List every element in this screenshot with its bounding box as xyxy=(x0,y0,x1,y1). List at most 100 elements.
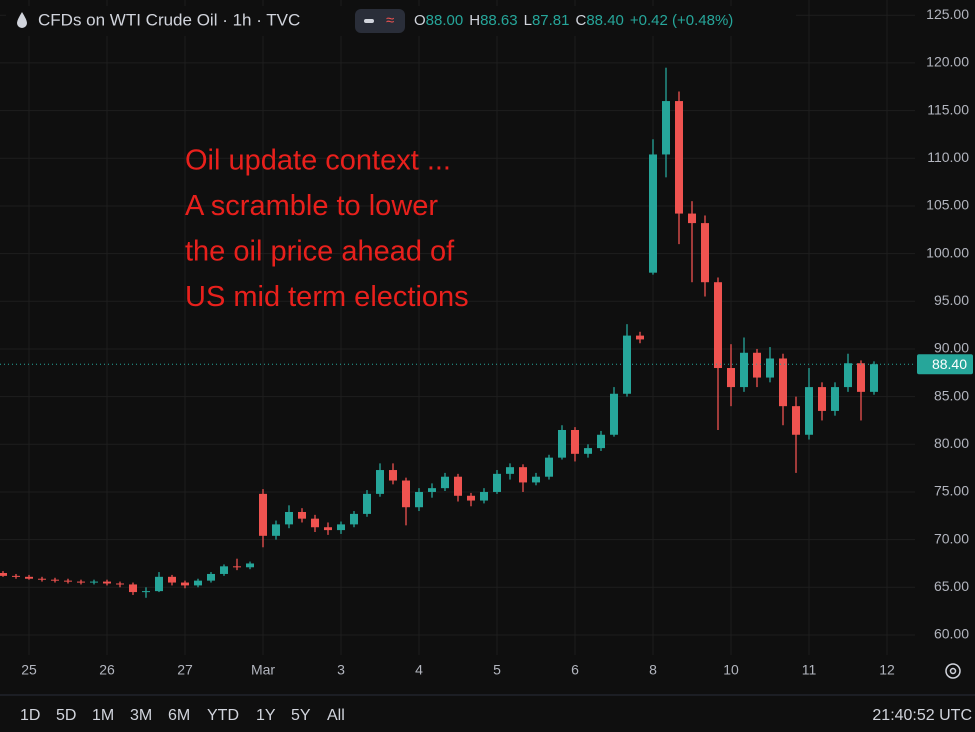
candle-body xyxy=(792,406,800,435)
candle-body xyxy=(428,488,436,492)
candle-body xyxy=(220,566,228,574)
timeframe-button[interactable]: 3M xyxy=(130,707,152,724)
last-price-label: 88.40 xyxy=(932,356,967,372)
x-tick-label: 4 xyxy=(415,662,423,678)
candle-body xyxy=(103,581,111,584)
annotation: Oil update context ... A scramble to lowe… xyxy=(185,145,469,314)
candle-body xyxy=(272,524,280,536)
ohlc-value: 88.63 xyxy=(480,12,518,29)
candle-body xyxy=(662,101,670,155)
y-tick-label: 105.00 xyxy=(926,197,969,213)
y-tick-label: 90.00 xyxy=(934,340,969,356)
candle-body xyxy=(285,511,293,525)
candle-body xyxy=(545,457,553,477)
annotation-line: Oil update context ... xyxy=(185,145,451,177)
timeframe-button[interactable]: 6M xyxy=(168,707,190,724)
ohlc: O88.00 H88.63 L87.81 C88.40 +0.42 (+0.48%) xyxy=(414,12,733,29)
candle-body xyxy=(857,363,865,392)
candle-body xyxy=(740,352,748,388)
candle-body xyxy=(402,480,410,508)
candle-body xyxy=(753,352,761,378)
candle-body xyxy=(766,358,774,378)
candle-body xyxy=(532,476,540,483)
candle-body xyxy=(584,448,592,454)
ohlc-key: H xyxy=(469,12,480,29)
last-price-box xyxy=(917,354,973,375)
candle-body xyxy=(558,429,566,458)
symbol-icon xyxy=(17,12,27,28)
candle-body xyxy=(571,429,579,454)
y-tick-label: 60.00 xyxy=(934,626,969,642)
timeframe-button[interactable]: All xyxy=(327,707,345,724)
ohlc-key: L xyxy=(524,12,532,29)
candle-body xyxy=(831,387,839,411)
candle-body xyxy=(844,363,852,388)
timeframe-button[interactable]: 1Y xyxy=(256,707,276,724)
candle-body xyxy=(805,387,813,435)
candle-body xyxy=(298,511,306,519)
indicator-toggle[interactable] xyxy=(355,9,405,33)
candle-body xyxy=(25,576,33,579)
candle-body xyxy=(610,393,618,435)
candle-body xyxy=(324,527,332,531)
candle-body xyxy=(376,470,384,494)
timeframe-button[interactable]: 5D xyxy=(56,707,76,724)
y-tick-label: 95.00 xyxy=(934,292,969,308)
candle-body xyxy=(623,335,631,394)
candle-body xyxy=(519,467,527,483)
candle-body xyxy=(649,154,657,273)
candle-body xyxy=(506,467,514,474)
candle-body xyxy=(467,495,475,501)
x-tick-label: 10 xyxy=(723,662,739,678)
candle-body xyxy=(207,573,215,581)
timeframe-button[interactable]: 1D xyxy=(20,707,40,724)
y-tick-label: 115.00 xyxy=(927,101,969,117)
x-tick-label: 5 xyxy=(493,662,501,678)
timeframe-button[interactable]: YTD xyxy=(207,707,239,724)
y-tick-label: 110.00 xyxy=(927,149,969,165)
candle-body xyxy=(701,223,709,283)
candle-body xyxy=(194,580,202,586)
timeframe-button[interactable]: 1M xyxy=(92,707,114,724)
x-tick-label: 11 xyxy=(802,662,817,678)
candle-body xyxy=(493,473,501,492)
annotation-line: A scramble to lower xyxy=(185,190,438,222)
candle-body xyxy=(870,364,878,392)
timeframe-button[interactable]: 5Y xyxy=(291,707,311,724)
toggle-icon: ≈ xyxy=(386,12,394,29)
candle-body xyxy=(77,581,85,583)
symbol-title: CFDs on WTI Crude Oil · 1h · TVC xyxy=(38,10,300,29)
candle-body xyxy=(714,282,722,369)
y-tick-label: 120.00 xyxy=(926,54,969,70)
toggle-icon xyxy=(364,19,374,23)
candle-body xyxy=(363,493,371,514)
x-tick-label: 27 xyxy=(177,662,193,678)
candle-body xyxy=(337,524,345,531)
x-tick-label: 3 xyxy=(337,662,345,678)
candle-body xyxy=(64,580,72,582)
candle-body xyxy=(142,591,150,593)
candle-body xyxy=(155,576,163,592)
ohlc-key: O xyxy=(414,12,426,29)
x-tick-label: 26 xyxy=(99,662,115,678)
y-tick-label: 65.00 xyxy=(934,578,969,594)
candle-body xyxy=(116,583,124,585)
candle-body xyxy=(415,491,423,508)
y-tick-label: 125.00 xyxy=(926,6,969,22)
candle-body xyxy=(454,476,462,496)
candle-body xyxy=(675,101,683,214)
candle-body xyxy=(129,584,137,593)
settings-icon[interactable] xyxy=(945,663,961,679)
settings-icon xyxy=(949,667,957,675)
candle-body xyxy=(350,513,358,525)
y-tick-label: 80.00 xyxy=(934,435,969,451)
candle-body xyxy=(168,576,176,583)
ohlc-key: C xyxy=(576,12,587,29)
candle-body xyxy=(636,335,644,340)
y-tick-label: 85.00 xyxy=(934,387,969,403)
plot xyxy=(0,67,915,598)
candle-body xyxy=(90,581,98,583)
candle-body xyxy=(51,579,59,581)
y-tick-label: 75.00 xyxy=(934,483,969,499)
x-tick-label: Mar xyxy=(251,662,275,678)
